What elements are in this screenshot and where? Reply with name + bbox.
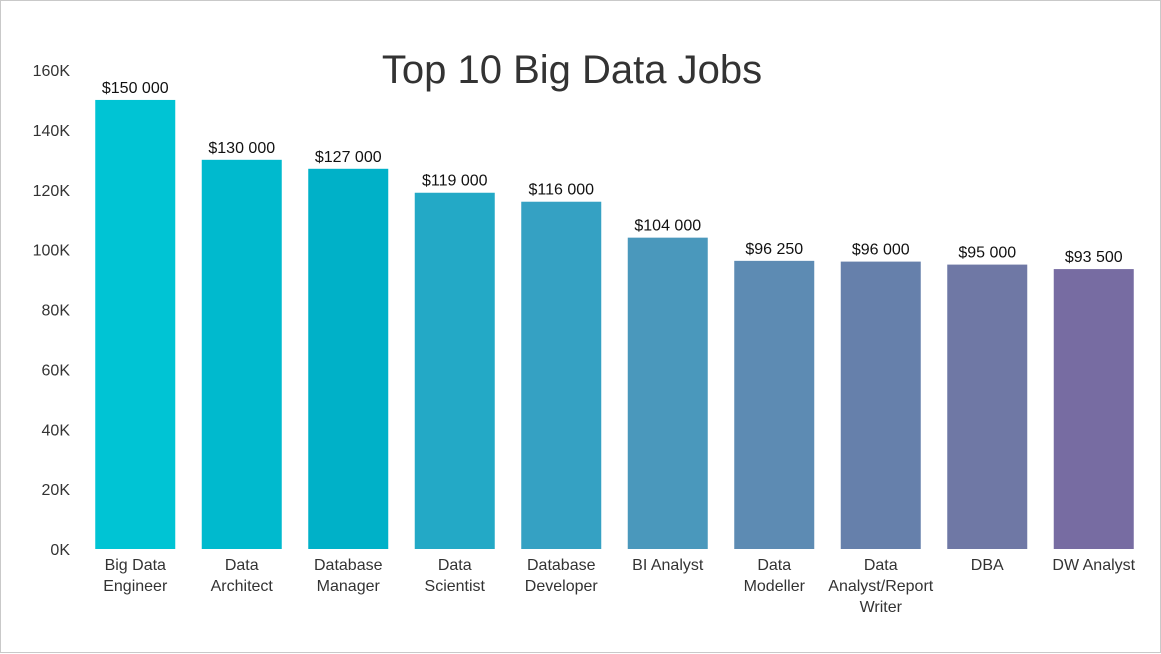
x-tick-label-line: Big Data [105, 557, 166, 574]
x-tick-label: BI Analyst [632, 557, 704, 574]
x-tick-label-line: Database [314, 557, 383, 574]
x-axis: Big Data Engineer Data Architect Database Man… [103, 557, 1135, 616]
bar [201, 159, 282, 549]
data-label: $95 000 [958, 245, 1016, 262]
x-tick-label: Database Manager [314, 557, 383, 595]
y-tick-label: 100K [33, 243, 71, 260]
x-tick-label-line: DBA [971, 557, 1004, 574]
x-tick-label-line: Developer [525, 578, 599, 595]
x-tick-label: Data Scientist [425, 557, 486, 595]
x-tick-label-line: Modeller [744, 578, 806, 595]
chart-title: Top 10 Big Data Jobs [382, 48, 762, 92]
x-tick-label: Data Architect [211, 557, 274, 595]
x-tick-label: Data Modeller [744, 557, 806, 595]
bar [627, 237, 708, 549]
data-label: $116 000 [528, 182, 594, 199]
y-tick-label: 120K [33, 183, 71, 200]
y-tick-label: 40K [42, 422, 71, 439]
value-labels: $150 000 $130 000 $127 000 $119 000 $116 000… [102, 80, 1123, 266]
x-tick-label-line: Data [757, 557, 791, 574]
data-label: $93 500 [1065, 249, 1123, 266]
bar [1053, 269, 1134, 549]
x-tick-label-line: Engineer [103, 578, 168, 595]
bars [95, 99, 1134, 549]
bar [840, 261, 921, 549]
bar [947, 264, 1028, 549]
data-label: $127 000 [315, 149, 382, 166]
y-tick-label: 80K [42, 303, 71, 320]
y-tick-label: 140K [33, 123, 71, 140]
x-tick-label: Data Analyst/Report Writer [828, 557, 933, 616]
x-tick-label-line: DW Analyst [1052, 557, 1135, 574]
x-tick-label-line: Data [225, 557, 259, 574]
x-tick-label: Big Data Engineer [103, 557, 168, 595]
x-tick-label-line: BI Analyst [632, 557, 704, 574]
x-tick-label-line: Architect [211, 578, 274, 595]
bar [414, 192, 495, 549]
y-tick-label: 20K [42, 482, 71, 499]
x-tick-label-line: Data [438, 557, 472, 574]
data-label: $119 000 [422, 173, 488, 190]
x-tick-label: DW Analyst [1052, 557, 1135, 574]
y-tick-label: 0K [50, 542, 70, 559]
y-tick-label: 60K [42, 362, 71, 379]
y-axis: 0K 20K 40K 60K 80K 100K 120K 140K 160K [33, 63, 71, 559]
y-tick-label: 160K [33, 63, 71, 80]
x-tick-label-line: Database [527, 557, 596, 574]
bar [734, 260, 815, 549]
x-tick-label-line: Data [864, 557, 898, 574]
x-tick-label: Database Developer [525, 557, 599, 595]
data-label: $96 000 [852, 242, 910, 259]
x-tick-label: DBA [971, 557, 1004, 574]
data-label: $96 250 [745, 241, 803, 258]
data-label: $150 000 [102, 80, 169, 97]
data-label: $130 000 [208, 140, 275, 157]
x-tick-label-line: Writer [860, 599, 903, 616]
x-tick-label-line: Manager [317, 578, 381, 595]
x-tick-label-line: Analyst/Report [828, 578, 933, 595]
bar [95, 99, 176, 549]
x-tick-label-line: Scientist [425, 578, 486, 595]
bar [521, 201, 602, 549]
bar [308, 168, 389, 549]
data-label: $104 000 [634, 218, 701, 235]
